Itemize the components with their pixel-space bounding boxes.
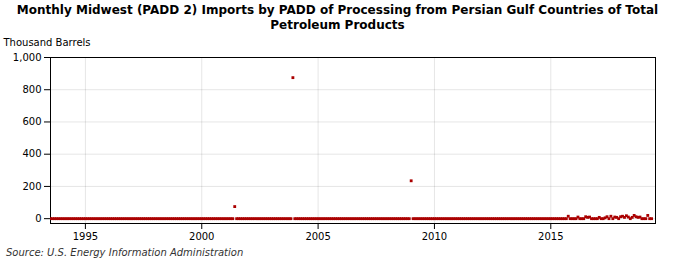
svg-text:400: 400 [22, 148, 41, 159]
svg-text:200: 200 [22, 181, 41, 192]
html-text:Source: U.S. Energy Informatio: Source: U.S. Energy Information Administ… [6, 247, 244, 258]
svg-text:2000: 2000 [189, 231, 214, 242]
svg-text:1,000: 1,000 [13, 52, 42, 63]
svg-text:2005: 2005 [305, 231, 330, 242]
svg-text:600: 600 [22, 116, 41, 127]
svg-text:1995: 1995 [73, 231, 98, 242]
svg-text:Thousand Barrels: Thousand Barrels [3, 37, 91, 48]
svg-text:2015: 2015 [538, 231, 563, 242]
svg-text:800: 800 [22, 84, 41, 95]
svg-text:2010: 2010 [422, 231, 447, 242]
html-text:Monthly Midwest (PADD 2) Impor: Monthly Midwest (PADD 2) Imports by PADD… [16, 3, 659, 32]
svg-text:0: 0 [35, 213, 41, 224]
